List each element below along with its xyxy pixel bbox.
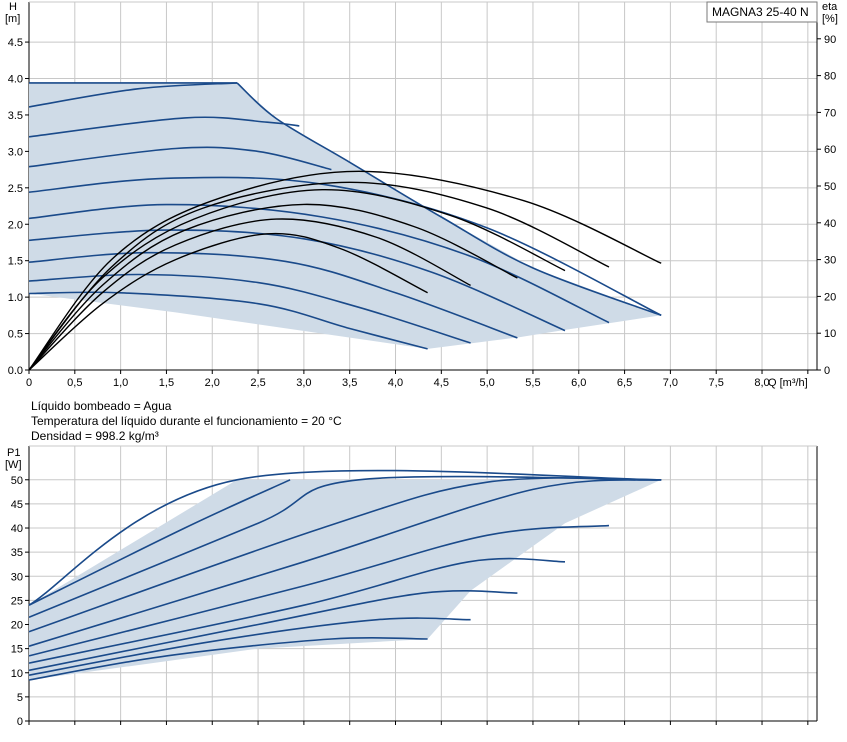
head-curve-6: [28, 176, 662, 317]
eta-tick-label: 30: [824, 255, 836, 267]
x-tick-label: 1,5: [159, 377, 174, 389]
y-tick-label: 45: [11, 499, 23, 511]
power-curve-10: [28, 479, 291, 606]
head-curve-3: [28, 251, 518, 339]
y-tick-label: 2.5: [8, 183, 23, 195]
y-tick-label: 30: [11, 571, 23, 583]
efficiency-curve-2: [28, 218, 471, 371]
head-curve-2: [28, 273, 471, 344]
power-curve-1: [28, 636, 428, 681]
x-tick-label: 6,0: [571, 377, 586, 389]
eta-tick-label: 90: [824, 34, 836, 46]
y-tick-label: 15: [11, 644, 23, 656]
note-liquid: Líquido bombeado = Agua: [31, 399, 172, 413]
x-tick-label: 8,0: [754, 377, 769, 389]
x-tick-label: 5,5: [525, 377, 540, 389]
x-tick-label: 2,5: [250, 377, 265, 389]
y-tick-label: 3.0: [8, 146, 23, 158]
eta-tick-label: 50: [824, 181, 836, 193]
y-tick-label: 10: [11, 668, 23, 680]
x-tick-label: 7,0: [663, 377, 678, 389]
eta-tick-label: 10: [824, 328, 836, 340]
head-efficiency-chart: 0.0 0.5 1.0 1.5 2.0 2.5 3.0 3.5 4.0 4.5 0 0,5 1,0 1,5…: [8, 1, 836, 389]
efficiency-curve-6: [28, 170, 662, 371]
p1-axis-unit: [W]: [5, 459, 22, 471]
note-density: Densidad = 998.2 kg/m³: [31, 429, 159, 443]
x-tick-label: 6,5: [617, 377, 632, 389]
head-curve-11: [236, 82, 662, 317]
efficiency-curve-1: [28, 232, 428, 371]
eta-tick-label: 20: [824, 291, 836, 303]
operating-area: [29, 479, 662, 680]
head-curve-9: [28, 82, 238, 108]
power-chart: 0 5 10 15 20 25 30 35 40 45 50: [11, 445, 818, 728]
y-tick-label: 1.5: [8, 256, 23, 268]
efficiency-curve-5: [28, 181, 610, 371]
power-curve-2: [28, 617, 471, 676]
eta-tick-label: 40: [824, 218, 836, 230]
y-tick-label: 3.5: [8, 110, 23, 122]
x-tick-label: 1,0: [113, 377, 128, 389]
h-axis-label: H: [9, 1, 17, 13]
power-curve-5: [28, 524, 610, 657]
x-tick-label: 4,0: [388, 377, 403, 389]
y-tick-label: 2.0: [8, 219, 23, 231]
eta-tick-label: 0: [824, 365, 830, 377]
y-tick-label: 40: [11, 523, 23, 535]
q-axis-label: Q [m³/h]: [768, 377, 808, 389]
efficiency-curve-3: [28, 203, 518, 371]
head-curve-4: [28, 229, 566, 332]
note-temperature: Temperatura del líquido durante el funci…: [31, 414, 342, 428]
p1-axis-label: P1: [7, 447, 20, 459]
head-curve-7: [28, 146, 332, 171]
y-tick-label: 1.0: [8, 292, 23, 304]
power-curve-4: [28, 557, 566, 664]
x-tick-label: 4,5: [434, 377, 449, 389]
eta-axis-unit: [%]: [822, 13, 838, 25]
y-tick-label: 5: [17, 692, 23, 704]
operating-area: [29, 82, 662, 349]
x-tick-label: 0: [26, 377, 32, 389]
x-tick-label: 3,0: [296, 377, 311, 389]
y-tick-label: 25: [11, 595, 23, 607]
x-tick-label: 2,0: [205, 377, 220, 389]
head-curve-5: [28, 203, 610, 324]
model-title: MAGNA3 25-40 N: [712, 5, 809, 19]
efficiency-curve-4: [28, 188, 566, 371]
h-axis-unit: [m]: [5, 13, 20, 25]
x-tick-label: 0,5: [67, 377, 82, 389]
eta-axis-label: eta: [822, 1, 838, 13]
y-tick-label: 0.0: [8, 365, 23, 377]
y-tick-label: 4.5: [8, 37, 23, 49]
x-tick-label: 3,5: [342, 377, 357, 389]
eta-tick-label: 80: [824, 71, 836, 83]
y-tick-label: 4.0: [8, 74, 23, 86]
x-tick-label: 5,0: [479, 377, 494, 389]
y-tick-label: 0: [17, 716, 23, 728]
power-curve-8: [28, 475, 662, 619]
y-tick-label: 50: [11, 475, 23, 487]
y-tick-label: 35: [11, 547, 23, 559]
power-curve-9: [28, 469, 662, 606]
y-tick-label: 20: [11, 620, 23, 632]
x-tick-label: 7,5: [709, 377, 724, 389]
eta-tick-label: 70: [824, 107, 836, 119]
power-curve-3: [28, 590, 518, 672]
eta-tick-label: 60: [824, 144, 836, 156]
y-tick-label: 0.5: [8, 329, 23, 341]
power-curve-6: [28, 479, 662, 647]
model-title-box: [706, 1, 818, 23]
